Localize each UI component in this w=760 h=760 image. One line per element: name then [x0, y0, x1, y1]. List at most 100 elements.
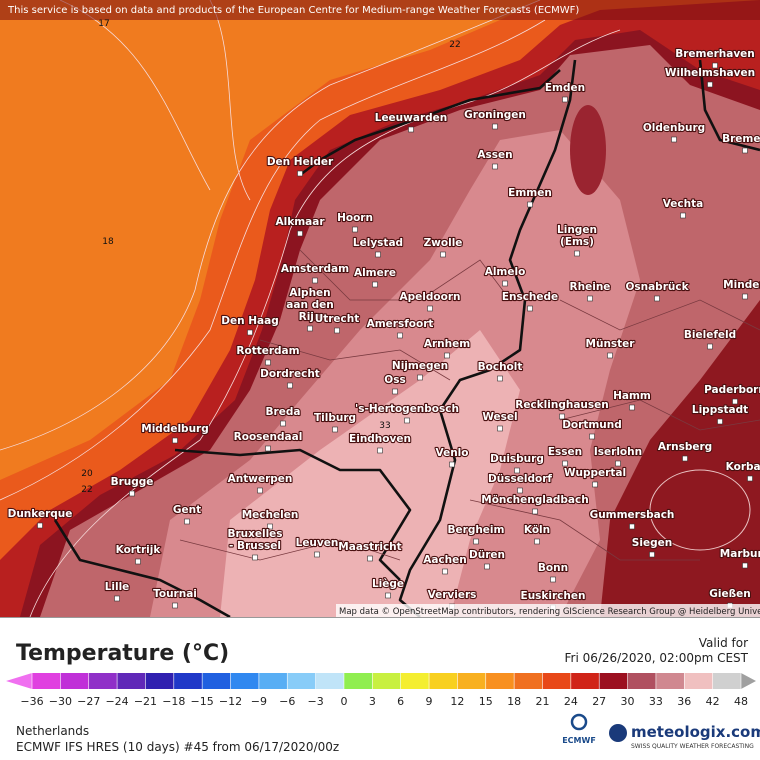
city-label: Eindhoven — [349, 433, 411, 445]
city-label: Bremerhaven — [675, 48, 755, 60]
city-label: Den Haag — [221, 315, 278, 327]
city-marker — [404, 417, 410, 424]
colorbar-tick-label: 15 — [479, 695, 493, 708]
city-label: Lingen — [557, 224, 597, 236]
city-label: Breda — [266, 406, 301, 418]
contour — [649, 469, 751, 551]
colorbar-tick-label: 9 — [426, 695, 433, 708]
city-label: Iserlohn — [594, 446, 642, 458]
city-marker — [444, 352, 450, 359]
city-marker — [492, 163, 498, 170]
city-label: Minden — [723, 279, 760, 291]
city-label: Mechelen — [242, 509, 299, 521]
city-marker — [629, 404, 635, 411]
city-marker — [265, 359, 271, 366]
city-marker — [408, 126, 414, 133]
city-label: Duisburg — [490, 453, 544, 465]
city-marker — [417, 374, 423, 381]
city-marker — [562, 460, 568, 467]
colorbar-segment — [429, 673, 458, 689]
colorbar-tick-label: −18 — [162, 695, 185, 708]
city-label: Apeldoorn — [400, 291, 461, 303]
contour-label: 22 — [449, 40, 460, 50]
city-marker — [514, 467, 520, 474]
city-label: Arnsberg — [658, 441, 712, 453]
city-marker — [332, 426, 338, 433]
city-marker — [654, 295, 660, 302]
city-label: Dordrecht — [260, 368, 320, 380]
city-marker — [589, 433, 595, 440]
city-label: Maastricht — [338, 541, 401, 553]
colorbar-segment — [542, 673, 572, 689]
city-label: Venlo — [436, 447, 469, 459]
colorbar-tick-label: −15 — [191, 695, 214, 708]
city-marker — [297, 230, 303, 237]
city-marker — [742, 293, 748, 300]
legend-panel: Temperature (°C) Valid for Fri 06/26/202… — [0, 617, 760, 754]
colorbar: −36 −30 −27 −24 −21 −18 −15 −12 −9 −6 −3 0 3 6 9 12 15 18… — [6, 673, 756, 708]
colorbar-tick-label: 3 — [369, 695, 376, 708]
city-label: Almelo — [485, 266, 526, 278]
city-label: Oldenburg — [643, 122, 705, 134]
cool-spot — [570, 105, 606, 195]
colorbar-tick-label: 0 — [340, 695, 347, 708]
colorbar-segment — [627, 673, 657, 689]
city-marker — [314, 551, 320, 558]
city-marker — [287, 382, 293, 389]
city-label: Osnabrück — [625, 281, 689, 293]
city-marker — [712, 62, 718, 69]
brand-icon — [609, 724, 627, 742]
city-marker — [671, 136, 677, 143]
city-marker — [497, 425, 503, 432]
colorbar-segment — [315, 673, 345, 689]
region: Netherlands — [16, 724, 89, 738]
city-label: Enschede — [502, 291, 558, 303]
city-marker — [172, 437, 178, 444]
city-label: Den Helder — [267, 156, 334, 168]
city-marker — [607, 352, 613, 359]
city-label: Vechta — [663, 198, 703, 210]
east-cooler — [600, 300, 760, 617]
city-marker — [442, 568, 448, 575]
city-marker — [334, 327, 340, 334]
city-marker — [37, 522, 43, 529]
colorbar-tick-label: 36 — [677, 695, 691, 708]
city-label: Almere — [354, 267, 396, 279]
city-label: Roosendaal — [234, 431, 303, 443]
city-marker — [375, 251, 381, 258]
cities: Bremerhaven Wilhelmshaven Emden Groningen Le… — [7, 47, 760, 611]
city-label: Gummersbach — [590, 509, 675, 521]
colorbar-tick-label: −24 — [105, 695, 128, 708]
city-label: Aachen — [423, 554, 467, 566]
colorbar-segment — [343, 673, 373, 689]
borders — [53, 59, 760, 617]
city-label: Bocholt — [478, 361, 523, 373]
city-label: Lille — [105, 581, 130, 593]
attribution: Map data © OpenStreetMap contributors, r… — [339, 607, 760, 617]
colorbar-segment — [230, 673, 260, 689]
city-label: Hamm — [613, 390, 651, 402]
city-label: Korbach — [726, 461, 760, 473]
city-label: Amsterdam — [281, 263, 349, 275]
city-label: Assen — [477, 149, 512, 161]
city-label: Euskirchen — [521, 590, 586, 602]
city-marker — [559, 413, 565, 420]
city-label: Dortmund — [562, 419, 622, 431]
city-label: - Brussel — [229, 540, 281, 552]
city-label: Bruxelles — [227, 528, 282, 540]
city-label: Groningen — [464, 109, 526, 121]
city-marker — [473, 538, 479, 545]
city-label: Münster — [586, 338, 636, 350]
colorbar-tick-label: 6 — [397, 695, 404, 708]
city-label: Amersfoort — [367, 318, 434, 330]
city-label: Bremen — [722, 133, 760, 145]
city-label: Hoorn — [337, 212, 373, 224]
city-label: Köln — [524, 524, 550, 536]
city-marker — [307, 325, 313, 332]
city-marker — [257, 487, 263, 494]
valid-label: Valid for — [699, 636, 748, 650]
contour-label: 33 — [379, 421, 390, 431]
city-marker — [502, 280, 508, 287]
city-marker — [707, 343, 713, 350]
city-label: Marburg — [720, 548, 760, 560]
